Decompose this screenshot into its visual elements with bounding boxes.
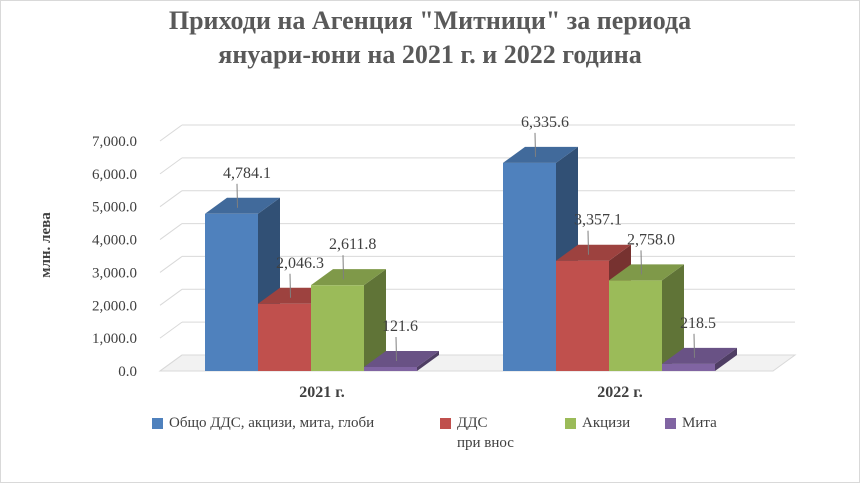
- data-label: 121.6: [382, 318, 418, 335]
- bar-side: [715, 347, 737, 371]
- bar-top: [364, 351, 439, 368]
- legend-swatch-customs: [665, 418, 676, 429]
- bar-front: [205, 213, 258, 371]
- legend-label-vat-line1: ДДС: [457, 415, 488, 431]
- bar-side: [662, 264, 684, 371]
- data-label-leader: [693, 333, 695, 358]
- legend-label-vat: ДДС при внос: [457, 413, 514, 453]
- bar-front: [311, 285, 364, 371]
- bar-top: [662, 347, 737, 364]
- bar-top: [205, 197, 280, 214]
- legend-swatch-excise: [565, 418, 576, 429]
- legend-label-excise: Акцизи: [582, 415, 631, 431]
- data-label-leader: [640, 250, 642, 275]
- bar-front: [364, 367, 417, 371]
- data-label-leader: [587, 230, 589, 255]
- bar-side: [417, 351, 439, 371]
- bar-top: [556, 244, 631, 261]
- bar-front: [503, 162, 556, 371]
- data-label-leader: [236, 183, 238, 208]
- data-label-leader: [342, 255, 344, 280]
- gridline-depth: [159, 190, 183, 208]
- bar-0-3: [364, 351, 439, 371]
- data-label: 2,046.3: [276, 255, 324, 272]
- category-label: 2021 г.: [299, 384, 344, 401]
- y-tick-label: 6,000.0: [92, 167, 137, 183]
- y-axis-label: млн. лева: [38, 212, 54, 278]
- y-tick-label: 3,000.0: [92, 265, 137, 281]
- y-tick-label: 5,000.0: [92, 200, 137, 216]
- gridline-depth: [159, 124, 183, 142]
- chart-title: Приходи на Агенция "Митници" за периода …: [0, 4, 860, 72]
- bar-front: [258, 303, 311, 371]
- gridline-depth: [159, 321, 183, 339]
- y-tick-label: 1,000.0: [92, 331, 137, 347]
- bar-front: [556, 260, 609, 371]
- chart-title-line2: януари-юни на 2021 г. и 2022 година: [218, 40, 642, 69]
- gridline-depth: [159, 288, 183, 306]
- bar-top: [503, 146, 578, 163]
- y-tick-label: 2,000.0: [92, 298, 137, 314]
- bar-front: [662, 363, 715, 371]
- legend: Общо ДДС, акцизи, мита, глоби ДДС при вн…: [140, 413, 840, 463]
- bar-front: [609, 280, 662, 371]
- data-label: 2,758.0: [627, 231, 675, 248]
- category-label: 2022 г.: [597, 384, 642, 401]
- data-label-leader: [534, 132, 536, 157]
- legend-label-vat-line2: при внос: [457, 435, 514, 451]
- legend-label-customs: Мита: [682, 415, 717, 431]
- data-label-leader: [395, 336, 397, 362]
- legend-swatch-vat: [440, 418, 451, 429]
- y-tick-label: 7,000.0: [92, 134, 137, 150]
- bar-0-2: [311, 269, 386, 371]
- gridline-depth: [159, 354, 183, 372]
- bar-top: [609, 264, 684, 281]
- gridline-depth: [159, 223, 183, 240]
- data-label: 3,357.1: [574, 212, 622, 229]
- data-label: 6,335.6: [521, 114, 569, 131]
- y-tick-label: 0.0: [118, 364, 137, 380]
- data-label: 4,784.1: [223, 165, 271, 182]
- data-label: 218.5: [680, 315, 716, 332]
- bar-side: [364, 269, 386, 371]
- data-label-leader: [289, 273, 291, 298]
- bar-1-2: [609, 264, 684, 371]
- chart-title-line1: Приходи на Агенция "Митници" за периода: [168, 6, 692, 35]
- gridline-depth: [159, 256, 183, 273]
- gridline-depth: [159, 157, 183, 175]
- y-tick-label: 4,000.0: [92, 233, 137, 249]
- legend-label-total: Общо ДДС, акцизи, мита, глоби: [169, 415, 375, 431]
- bar-1-3: [662, 347, 737, 371]
- data-label: 2,611.8: [329, 236, 376, 253]
- bar-top: [311, 269, 386, 286]
- legend-swatch-total: [152, 418, 163, 429]
